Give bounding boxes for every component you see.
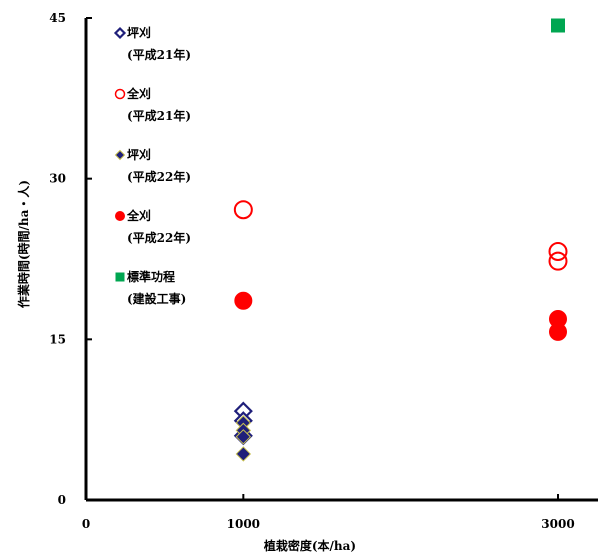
legend-item: 坪刈 (平成21年) <box>113 25 191 62</box>
axes <box>84 18 598 502</box>
legend-marker <box>114 149 126 161</box>
legend-label: (平成22年) <box>127 169 191 184</box>
series-3 <box>235 415 252 462</box>
y-tick-label: 0 <box>58 493 66 507</box>
data-point <box>548 242 568 262</box>
legend-marker <box>114 88 126 100</box>
tick-labels: 0 15 30 45 0 1000 3000 <box>49 11 574 531</box>
series-5 <box>551 18 565 33</box>
ticks <box>86 17 559 500</box>
legend-item: 坪刈 (平成22年) <box>114 147 191 184</box>
legend-item: 標準功程 (建設工事) <box>115 269 186 306</box>
legend: 坪刈 (平成21年) 全刈 (平成21年) 坪刈 (平成22年) 全刈 (平成22年) 標準功程… <box>113 25 191 306</box>
legend-label: 全刈 <box>126 86 151 101</box>
data-point <box>235 429 252 445</box>
series-2 <box>233 200 568 271</box>
legend-label: 標準功程 <box>127 269 175 284</box>
data-point <box>549 322 567 341</box>
y-tick-label: 45 <box>49 11 66 25</box>
data-point <box>235 446 252 462</box>
y-tick-label: 15 <box>49 332 66 346</box>
data-point <box>551 18 565 33</box>
legend-label: (平成21年) <box>127 108 191 123</box>
legend-marker <box>115 272 125 282</box>
legend-label: (平成21年) <box>127 47 191 62</box>
x-tick-label: 3000 <box>541 517 574 531</box>
legend-marker <box>115 211 125 221</box>
legend-label: (平成22年) <box>127 230 191 245</box>
data-point <box>548 251 568 271</box>
data-point <box>233 200 253 220</box>
legend-item: 全刈 (平成21年) <box>114 86 191 123</box>
y-tick-label: 30 <box>49 172 66 186</box>
legend-marker <box>113 26 127 40</box>
x-tick-label: 1000 <box>227 517 260 531</box>
legend-label: 坪刈 <box>127 25 151 40</box>
legend-item: 全刈 (平成22年) <box>115 208 191 245</box>
x-tick-label: 0 <box>82 517 90 531</box>
series-4 <box>234 291 567 341</box>
data-marks <box>233 18 568 462</box>
data-point <box>234 291 253 310</box>
legend-label: 全刈 <box>126 208 151 223</box>
y-axis-title: 作業時間(時間/ha・人) <box>16 180 31 308</box>
legend-label: 坪刈 <box>127 147 151 162</box>
x-axis-title: 植栽密度(本/ha) <box>263 538 356 553</box>
legend-label: (建設工事) <box>127 291 186 306</box>
